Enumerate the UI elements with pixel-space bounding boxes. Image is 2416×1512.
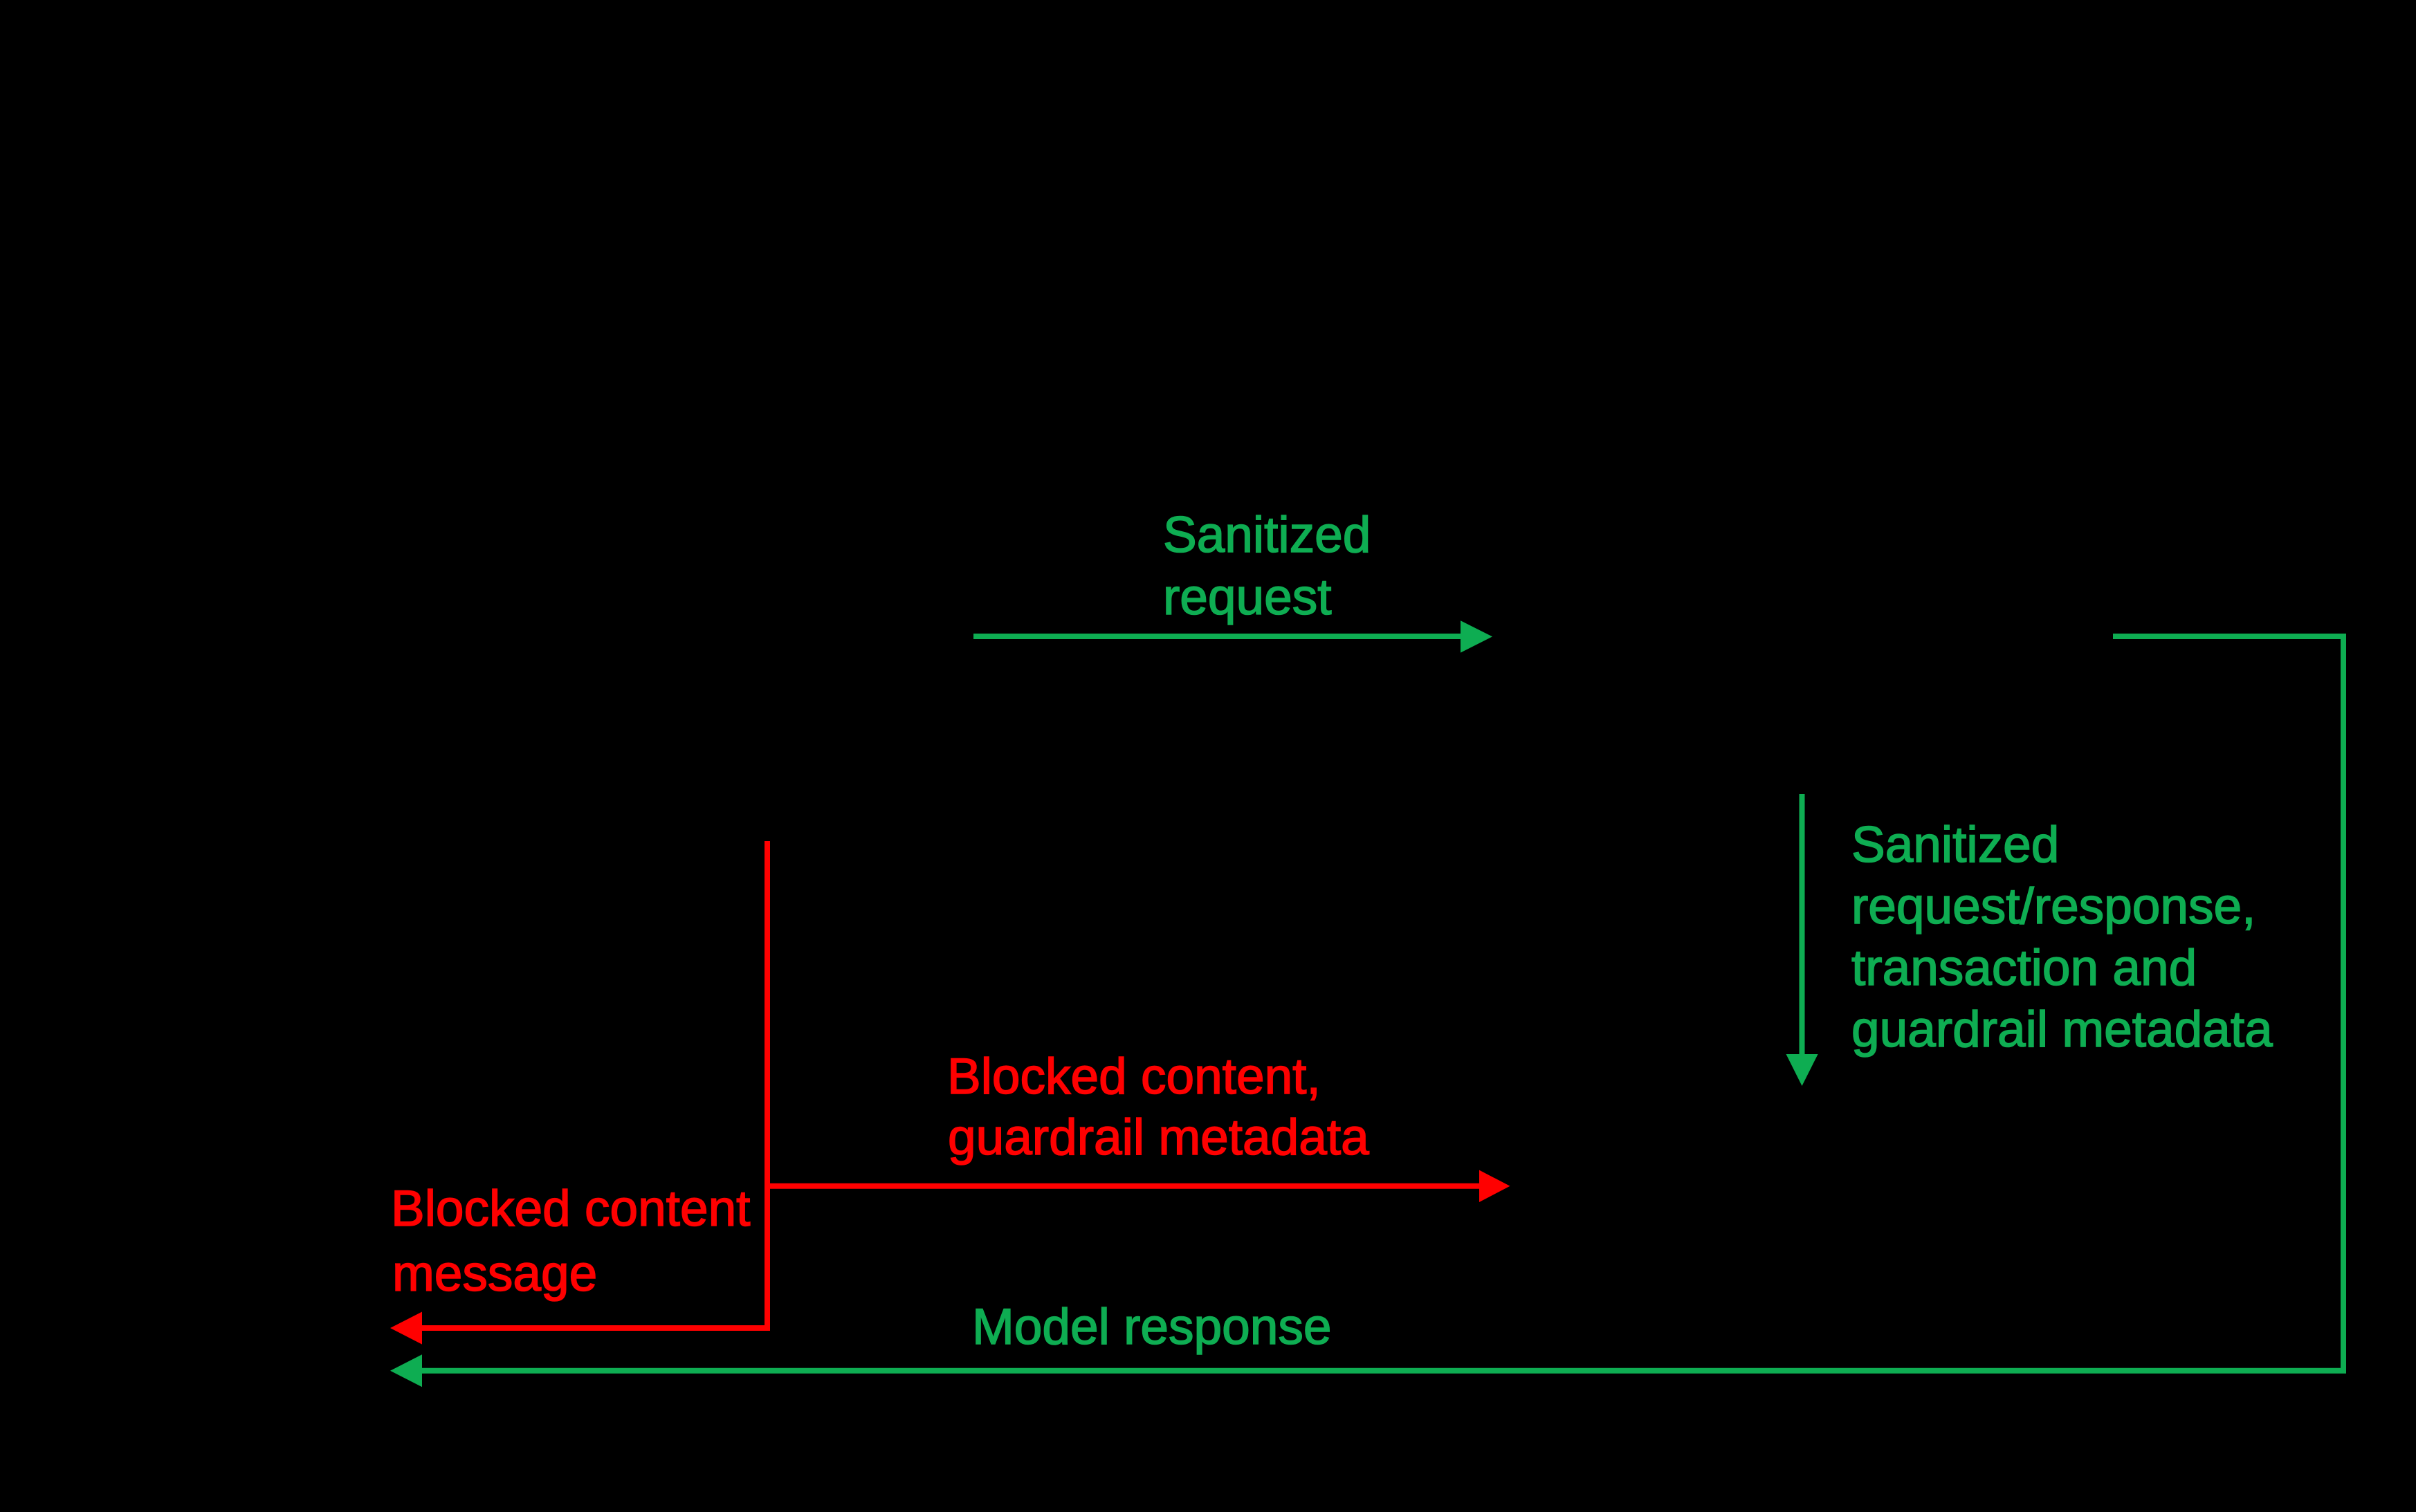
svg-text:transaction and: transaction and xyxy=(1851,940,2197,996)
svg-text:Blocked content: Blocked content xyxy=(391,1181,750,1237)
svg-text:request: request xyxy=(1163,569,1332,625)
svg-text:Blocked content,: Blocked content, xyxy=(947,1049,1321,1105)
svg-text:guardrail metadata: guardrail metadata xyxy=(948,1109,1369,1165)
svg-text:Sanitized: Sanitized xyxy=(1851,817,2059,873)
svg-text:message: message xyxy=(392,1246,597,1302)
svg-text:Sanitized: Sanitized xyxy=(1163,507,1371,563)
svg-text:guardrail metadata: guardrail metadata xyxy=(1851,1002,2273,1058)
svg-text:Model response: Model response xyxy=(972,1299,1331,1355)
svg-text:request/response,: request/response, xyxy=(1851,878,2255,934)
